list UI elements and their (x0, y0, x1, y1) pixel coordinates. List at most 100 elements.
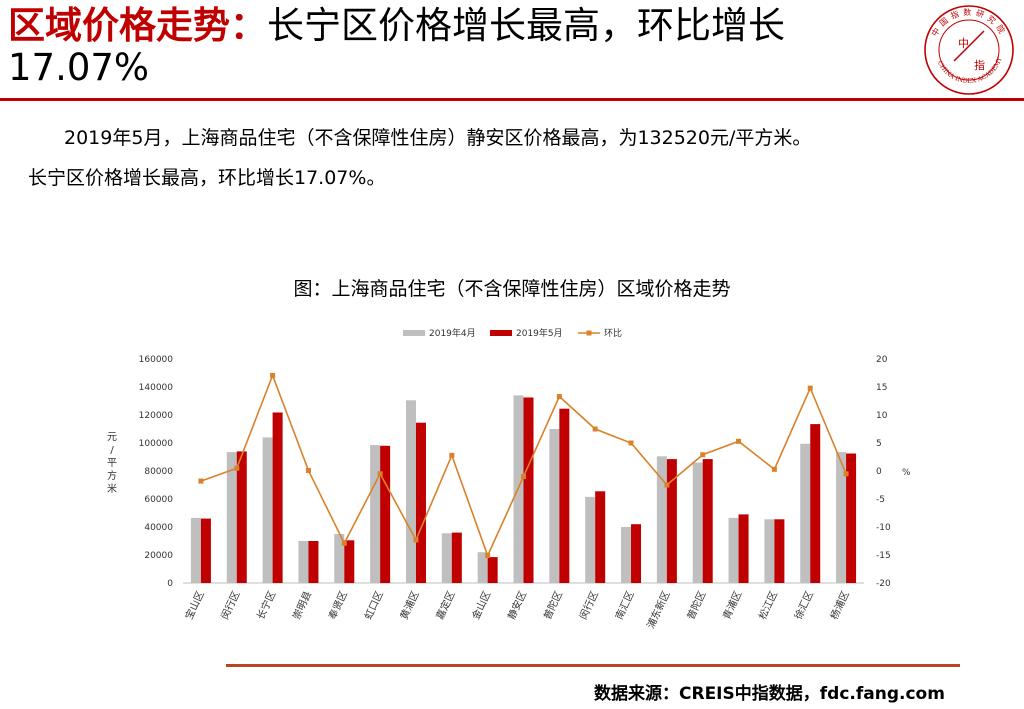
y-tick-label: 20000 (144, 551, 173, 561)
bar-may (308, 541, 319, 583)
x-tick-label: 松江区 (756, 589, 780, 622)
bar-apr (226, 452, 237, 583)
footer-divider (226, 664, 960, 667)
mom-point (449, 452, 455, 458)
x-tick-label: 闵行区 (218, 589, 242, 622)
bar-apr (692, 462, 703, 583)
mom-point (234, 465, 240, 471)
y-tick-label: 60000 (144, 495, 173, 505)
y2-tick-label: 20 (876, 355, 888, 365)
bar-apr (585, 496, 596, 583)
bar-may (810, 424, 821, 583)
logo-center-text-1: 中 (958, 37, 969, 50)
y-axis-label-char: 米 (107, 482, 117, 495)
bar-apr (262, 437, 273, 583)
bar-apr (656, 456, 667, 583)
mom-point (843, 471, 849, 477)
bar-may (272, 412, 283, 583)
y-tick-label: 160000 (139, 355, 174, 365)
bar-may (846, 453, 857, 583)
bar-apr (764, 519, 775, 583)
y2-tick-label: 0 (876, 467, 882, 477)
x-tick-label: 浦东新区 (644, 589, 673, 631)
bar-may (738, 514, 749, 583)
y-axis-label-char: / (110, 445, 114, 456)
mom-point (664, 482, 670, 488)
legend-label: 2019年4月 (429, 327, 476, 339)
bar-may (200, 518, 211, 583)
legend-label: 2019年5月 (516, 327, 563, 339)
y2-tick-label: 15 (876, 383, 887, 393)
x-tick-label: 宝山区 (182, 589, 206, 622)
y-tick-label: 40000 (144, 523, 173, 533)
x-tick-label: 闵行区 (576, 589, 600, 622)
bar-apr (334, 534, 345, 583)
data-source: 数据来源：CREIS中指数据，fdc.fang.com (594, 684, 945, 704)
mom-point (521, 474, 526, 480)
bar-apr (441, 533, 452, 583)
summary-text: 2019年5月，上海商品住宅（不含保障性住房）静安区价格最高，为132520元/… (28, 118, 1008, 198)
x-tick-label: 南汇区 (612, 589, 636, 622)
y2-axis-label: % (902, 468, 911, 478)
logo-center-text-2: 指 (974, 58, 985, 72)
x-tick-label: 静安区 (505, 589, 529, 622)
x-tick-label: 崇明县 (291, 589, 315, 621)
y2-tick-label: -5 (876, 495, 885, 505)
title-divider (0, 98, 1024, 101)
mom-point (556, 394, 562, 400)
legend-swatch (403, 330, 425, 336)
bar-may (702, 459, 713, 583)
y2-tick-label: 10 (876, 411, 888, 421)
x-tick-label: 金山区 (469, 589, 493, 622)
mom-point (736, 438, 742, 444)
mom-point (700, 452, 706, 458)
y-tick-label: 80000 (144, 467, 173, 477)
bar-apr (836, 452, 847, 583)
x-tick-label: 虹口区 (362, 589, 386, 621)
x-tick-label: 徐汇区 (791, 589, 815, 622)
bar-apr (477, 552, 488, 583)
bar-apr (728, 517, 739, 583)
title-line-1: 区域价格走势：长宁区价格增长最高，环比增长 (8, 4, 908, 48)
x-tick-label: 奉贤区 (326, 589, 350, 622)
y-axis-label-char: 方 (107, 469, 117, 482)
y-tick-label: 100000 (139, 439, 174, 449)
bar-may (415, 422, 426, 583)
x-tick-label: 杨浦区 (827, 589, 851, 622)
y-axis-label-char: 元 (107, 432, 117, 443)
mom-point (198, 478, 204, 484)
china-index-academy-logo-icon: 中 指 中国指数研究院 CHINA INDEX ACADEMY (924, 5, 1014, 95)
legend-swatch-marker (586, 330, 592, 336)
bar-may (631, 524, 642, 583)
bar-may (774, 519, 785, 583)
mom-point (592, 426, 598, 432)
legend-label: 环比 (604, 327, 622, 339)
legend-swatch (490, 330, 512, 336)
title-line-2: 17.07% (8, 46, 150, 89)
slide-title: 区域价格走势：长宁区价格增长最高，环比增长 17.07% (8, 4, 908, 88)
bar-may (451, 532, 462, 583)
bar-apr (190, 517, 201, 583)
y-tick-label: 140000 (139, 383, 174, 393)
title-main-text: 长宁区价格增长最高，环比增长 (267, 4, 785, 47)
mom-point (413, 537, 419, 543)
x-tick-label: 长宁区 (254, 589, 278, 622)
bar-may (380, 445, 391, 583)
y2-tick-label: -10 (876, 523, 891, 533)
x-tick-label: 嘉定区 (433, 589, 457, 622)
bar-apr (621, 527, 632, 583)
summary-paragraph-2: 长宁区价格增长最高，环比增长17.07%。 (28, 167, 386, 189)
mom-point (485, 553, 491, 559)
mom-point (305, 467, 311, 473)
y-tick-label: 0 (167, 579, 173, 589)
bar-may (487, 557, 498, 583)
chart-title: 图：上海商品住宅（不含保障性住房）区域价格走势 (293, 278, 731, 300)
bar-apr (370, 445, 381, 583)
bar-may (344, 540, 355, 583)
mom-point (628, 440, 634, 446)
bar-apr (549, 429, 560, 583)
y2-tick-label: 5 (876, 439, 882, 449)
x-tick-label: 青浦区 (720, 589, 744, 622)
bar-may (666, 459, 677, 583)
